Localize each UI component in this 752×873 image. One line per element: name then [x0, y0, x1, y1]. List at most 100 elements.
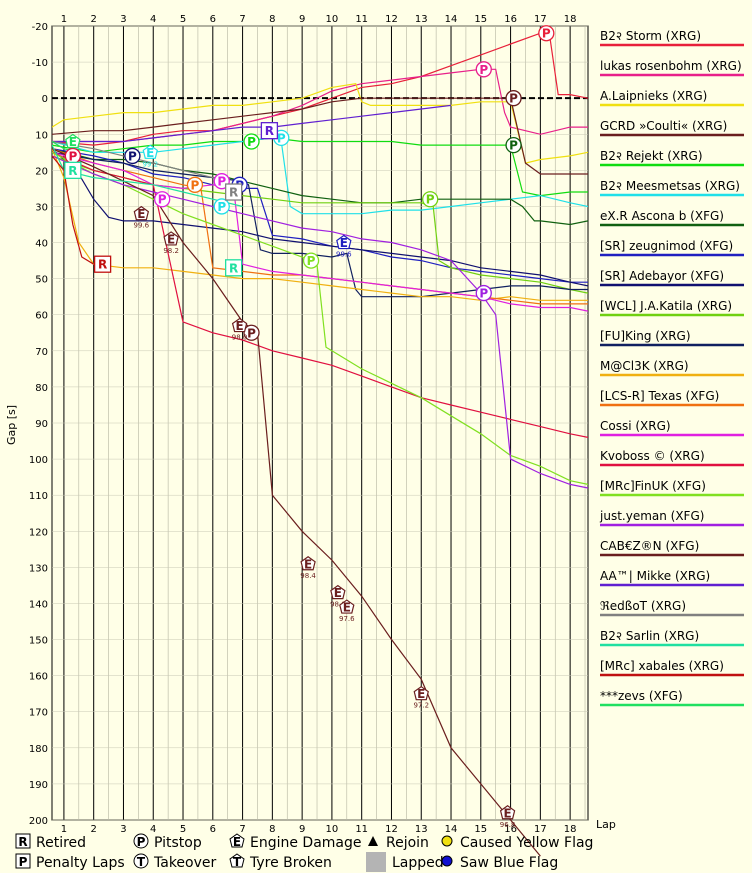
series-line-17 [52, 148, 541, 857]
event-marker-sublabel: 99.2 [142, 160, 158, 168]
series-line-8 [52, 148, 588, 287]
x-tick-label-top: 5 [180, 14, 186, 25]
event-marker-label: P [158, 193, 167, 207]
y-axis-title: Gap [s] [5, 405, 18, 445]
event-marker-label: P [68, 149, 77, 163]
key-label: Pitstop [154, 835, 202, 851]
key-item: Caused Yellow Flag [441, 835, 593, 851]
event-marker-pitstop: P [505, 136, 522, 154]
x-tick-label: 18 [564, 824, 577, 835]
event-marker-pitstop: P [422, 191, 439, 208]
x-tick-label-top: 10 [326, 14, 339, 25]
event-marker-label: E [235, 319, 243, 333]
event-marker-pitstop: P [475, 284, 492, 302]
key-symbol: P [19, 855, 28, 869]
event-marker-retired: R [64, 161, 82, 180]
key-item: T Takeover [133, 853, 216, 871]
event-marker-label: E [343, 601, 351, 615]
x-tick-label-top: 15 [474, 14, 487, 25]
legend-entry: eX.R Ascona b (XFG) [600, 209, 724, 223]
key-label: Rejoin [386, 835, 429, 851]
x-tick-label: 12 [385, 824, 398, 835]
event-marker-label: P [128, 149, 137, 163]
event-marker-sublabel: 98.4 [300, 572, 316, 580]
key-symbol: P [137, 835, 146, 849]
event-marker-sublabel: 99.6 [134, 222, 150, 230]
legend: B2२ Storm (XRG) lukas rosenbohm (XRG) A.La… [599, 29, 744, 707]
event-marker-pitstop: P [243, 324, 260, 341]
y-tick-label: 110 [29, 491, 48, 502]
event-marker-label: E [146, 146, 154, 160]
event-marker-sublabel: 99.6 [336, 251, 352, 259]
event-marker-engine: E98.2 [163, 231, 179, 255]
event-marker-label: P [479, 287, 488, 301]
y-tick-label: 40 [35, 239, 48, 250]
x-tick-label-top: 9 [299, 14, 305, 25]
event-marker-label: R [68, 164, 77, 178]
x-tick-label: 3 [120, 824, 126, 835]
key-symbol: T [137, 855, 146, 869]
key-item: E Engine Damage [229, 833, 362, 851]
event-marker-sublabel: 97.2 [413, 702, 429, 710]
key-item: Lapped [366, 852, 444, 872]
legend-entry: [MRc]FinUK (XFG) [600, 479, 706, 493]
legend-entry: lukas rosenbohm (XRG) [600, 59, 742, 73]
grid-layer [51, 25, 589, 821]
x-tick-label: 4 [150, 824, 156, 835]
x-tick-label-top: 13 [415, 14, 428, 25]
series-line-19 [52, 140, 243, 193]
event-marker-label: P [509, 92, 518, 106]
event-marker-pitstop: P [64, 147, 81, 165]
event-marker-engine: E [65, 133, 81, 149]
legend-entry: GCRD »Coulti« (XRG) [600, 119, 727, 133]
series-line-5 [52, 137, 588, 215]
key-symbol: E [233, 835, 241, 849]
event-marker-retired: R [224, 259, 243, 277]
event-marker-label: R [98, 258, 107, 272]
x-tick-label-top: 18 [564, 14, 577, 25]
x-tick-label: 5 [180, 824, 186, 835]
event-marker-label: E [304, 557, 312, 571]
x-tick-label: 16 [504, 824, 517, 835]
event-marker-sublabel: 98.0 [232, 334, 248, 342]
y-tick-label: 10 [35, 130, 48, 141]
key-label: Engine Damage [250, 835, 362, 851]
y-tick-label: 190 [29, 780, 48, 791]
key-item: P Penalty Laps [15, 853, 125, 871]
legend-entry: B2२ Meesmetsas (XRG) [600, 179, 740, 193]
y-tick-label: 60 [35, 311, 48, 322]
event-marker-sublabel: 96.8 [500, 821, 516, 829]
legend-entry: [SR] zeugnimod (XFG) [600, 239, 733, 253]
event-marker-sublabel: 98.0 [330, 601, 346, 609]
series-line-4 [52, 137, 588, 197]
event-marker-label: E [417, 687, 425, 701]
y-tick-label: 70 [35, 347, 48, 358]
event-marker-engine: E99.2 [142, 144, 158, 168]
key-item: Saw Blue Flag [441, 855, 558, 871]
event-marker-label: P [307, 254, 316, 268]
event-markers: PPPPPPPPPPPPPPPPPRRRRREE99.2E99.6E98.2E9… [64, 25, 555, 829]
event-marker-label: R [265, 124, 274, 138]
event-marker-retired: R [93, 255, 112, 273]
event-marker-sublabel: 98.2 [163, 247, 179, 255]
y-tick-label: 30 [35, 202, 48, 213]
x-tick-label: 6 [210, 824, 216, 835]
x-tick-label-top: 6 [210, 14, 216, 25]
key-label: Retired [36, 835, 86, 851]
event-marker-label: E [334, 586, 342, 600]
x-tick-label: 9 [299, 824, 305, 835]
x-tick-label-top: 17 [534, 14, 547, 25]
legend-entry: B2२ Rejekt (XRG) [600, 149, 703, 163]
y-tick-label: 170 [29, 708, 48, 719]
key-label: Lapped [392, 855, 444, 871]
key-label: Saw Blue Flag [460, 855, 558, 871]
y-tick-label: 120 [29, 527, 48, 538]
event-marker-pitstop: P [186, 176, 204, 193]
legend-entry: ℜedßoT (XRG) [600, 599, 686, 613]
legend-entry: B2२ Sarlin (XRG) [600, 629, 699, 643]
legend-entry: ***zevs (XFG) [600, 689, 683, 703]
x-tick-label-top: 3 [120, 14, 126, 25]
event-marker-engine: E97.6 [339, 599, 355, 623]
event-marker-engine: E96.8 [500, 805, 516, 829]
